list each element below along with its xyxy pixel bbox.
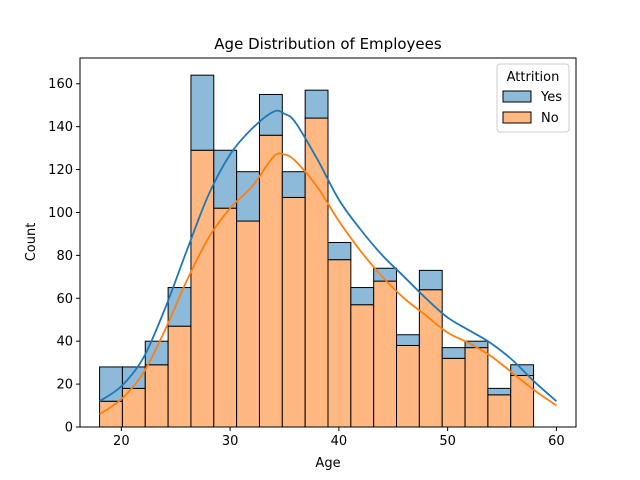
bar-yes [350,287,375,306]
y-tick-label: 60 [56,292,73,307]
bar-no [396,344,420,428]
chart-title: Age Distribution of Employees [214,35,442,53]
y-tick-label: 120 [48,163,73,178]
legend-title: Attrition [507,70,560,85]
bar-no [510,375,535,428]
bar-no [487,394,512,428]
bar-yes [258,93,283,136]
bar-yes [373,267,398,282]
bar-no [258,134,283,428]
bar-no [167,325,192,428]
y-axis-label: Count [24,223,39,262]
bar-no [304,117,329,428]
y-tick-label: 40 [56,335,73,350]
bar-yes [396,334,420,346]
y-tick-label: 140 [48,120,73,135]
bar-yes [487,387,512,396]
legend-label-yes: Yes [540,90,562,105]
x-tick-label: 50 [439,434,456,449]
x-tick-label: 30 [222,434,239,449]
kde-line-no [99,152,557,415]
y-axis-ticks: 0 20 40 60 80 100 120 140 160 [48,77,80,436]
bar-yes [281,171,306,198]
bar-no [213,207,238,428]
bar-no [281,196,306,428]
legend: Attrition Yes No [496,63,570,133]
y-tick-label: 80 [56,249,73,264]
legend-swatch-yes [502,90,532,103]
bar-yes [441,347,466,359]
bar-yes [418,269,443,291]
bar-no [373,280,398,428]
bar-no [236,220,260,428]
y-tick-label: 100 [48,206,73,221]
y-tick-label: 20 [56,378,73,393]
kde-layer [99,109,558,415]
bar-no [144,364,169,428]
bar-yes [144,340,169,366]
bar-yes [99,366,123,402]
bar-yes [213,149,238,209]
x-tick-label: 20 [113,434,130,449]
bar-yes [327,242,352,261]
bar-no [99,400,123,428]
x-axis-ticks: 20 30 40 50 60 [113,427,565,449]
bar-yes [190,74,215,151]
bar-no [464,347,489,428]
kde-line-yes [99,109,558,403]
plot-frame [79,57,577,428]
x-tick-label: 60 [548,434,565,449]
x-tick-label: 40 [331,434,348,449]
bars-layer [99,74,535,428]
bar-no [350,304,375,428]
bar-no [327,259,352,428]
x-axis-label: Age [315,456,340,471]
legend-swatch-no [502,111,532,124]
legend-label-no: No [541,111,559,126]
y-tick-label: 160 [48,77,73,92]
bar-yes [236,171,260,222]
bar-no [441,357,466,428]
bar-yes [304,89,329,119]
y-tick-label: 0 [65,421,73,436]
